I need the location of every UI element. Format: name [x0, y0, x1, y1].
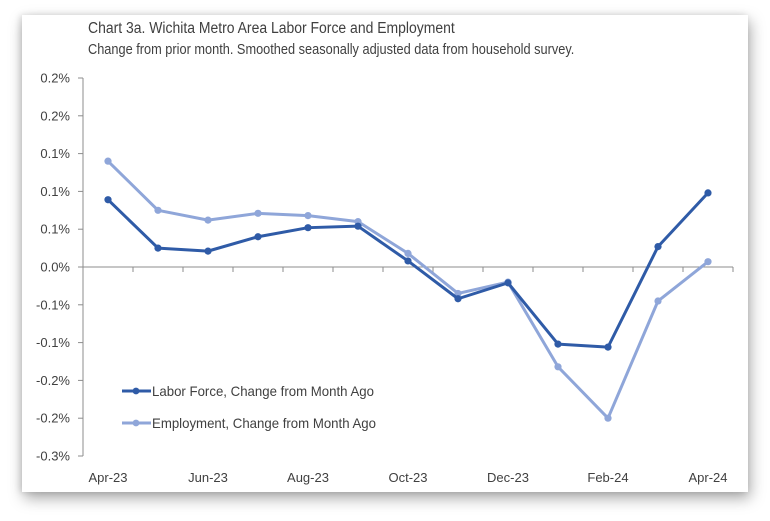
legend-marker-employment: [132, 419, 140, 427]
series-group: [104, 157, 712, 422]
y-tick-label: -0.1%: [36, 297, 70, 312]
data-point-employment: [304, 211, 312, 220]
data-point-labor-force: [554, 340, 562, 348]
y-axis-ticks: 0.2% 0.2% 0.1% 0.1% 0.1% 0.0% -0.1% -0.1% -0.2% -…: [36, 71, 83, 464]
x-tick-label: Apr-23: [88, 470, 127, 485]
x-axis-ticks: Apr-23 Jun-23 Aug-23 Oct-23 Dec-23 Feb-24 Apr-…: [82, 267, 734, 485]
y-tick-label: 0.1%: [40, 146, 70, 161]
data-point-labor-force: [454, 295, 462, 303]
data-point-employment: [654, 297, 662, 305]
data-point-labor-force: [604, 343, 612, 351]
x-tick-label: Aug-23: [287, 470, 329, 485]
y-tick-label: 0.1%: [40, 222, 70, 237]
chart-card: [22, 15, 748, 492]
series-line-employment: [106, 160, 709, 420]
y-tick-label: 0.1%: [40, 184, 70, 199]
data-point-labor-force: [704, 189, 712, 197]
y-tick-label: 0.0%: [40, 260, 70, 275]
data-point-labor-force: [654, 242, 662, 251]
y-tick-label: 0.2%: [40, 71, 70, 86]
data-point-employment: [454, 289, 462, 298]
y-tick-label: -0.1%: [36, 335, 70, 350]
x-tick-label: Apr-24: [688, 470, 727, 485]
data-point-labor-force: [404, 257, 412, 265]
axes: [82, 78, 733, 456]
x-tick-label: Feb-24: [587, 470, 628, 485]
legend-marker-labor-force: [132, 387, 140, 395]
data-point-labor-force: [104, 196, 112, 204]
data-point-labor-force: [204, 247, 212, 255]
y-tick-label: 0.2%: [40, 108, 70, 123]
x-tick-label: Oct-23: [388, 470, 427, 485]
data-point-labor-force: [504, 279, 512, 287]
data-point-employment: [554, 363, 562, 371]
chart-title: Chart 3a. Wichita Metro Area Labor Force…: [88, 20, 455, 37]
data-point-employment: [254, 209, 262, 217]
y-tick-label: -0.3%: [36, 449, 70, 464]
data-point-labor-force: [304, 224, 312, 232]
x-tick-label: Dec-23: [487, 470, 529, 485]
series-line-labor-force: [106, 191, 710, 349]
y-tick-label: -0.2%: [36, 373, 70, 388]
x-tick-label: Jun-23: [188, 470, 228, 485]
data-point-employment: [104, 157, 112, 165]
data-point-employment: [204, 216, 212, 224]
data-point-employment: [704, 258, 712, 266]
data-point-employment: [154, 206, 162, 214]
data-point-labor-force: [354, 222, 362, 230]
data-point-labor-force: [154, 244, 162, 252]
data-point-labor-force: [254, 233, 262, 241]
data-point-employment: [404, 249, 412, 257]
legend-label-labor-force: Labor Force, Change from Month Ago: [152, 383, 374, 399]
data-point-employment: [604, 414, 612, 422]
legend: Labor Force, Change from Month Ago Employ…: [122, 383, 376, 431]
y-tick-label: -0.2%: [36, 411, 70, 426]
chart-subtitle: Change from prior month. Smoothed season…: [88, 42, 575, 58]
legend-label-employment: Employment, Change from Month Ago: [152, 415, 376, 431]
